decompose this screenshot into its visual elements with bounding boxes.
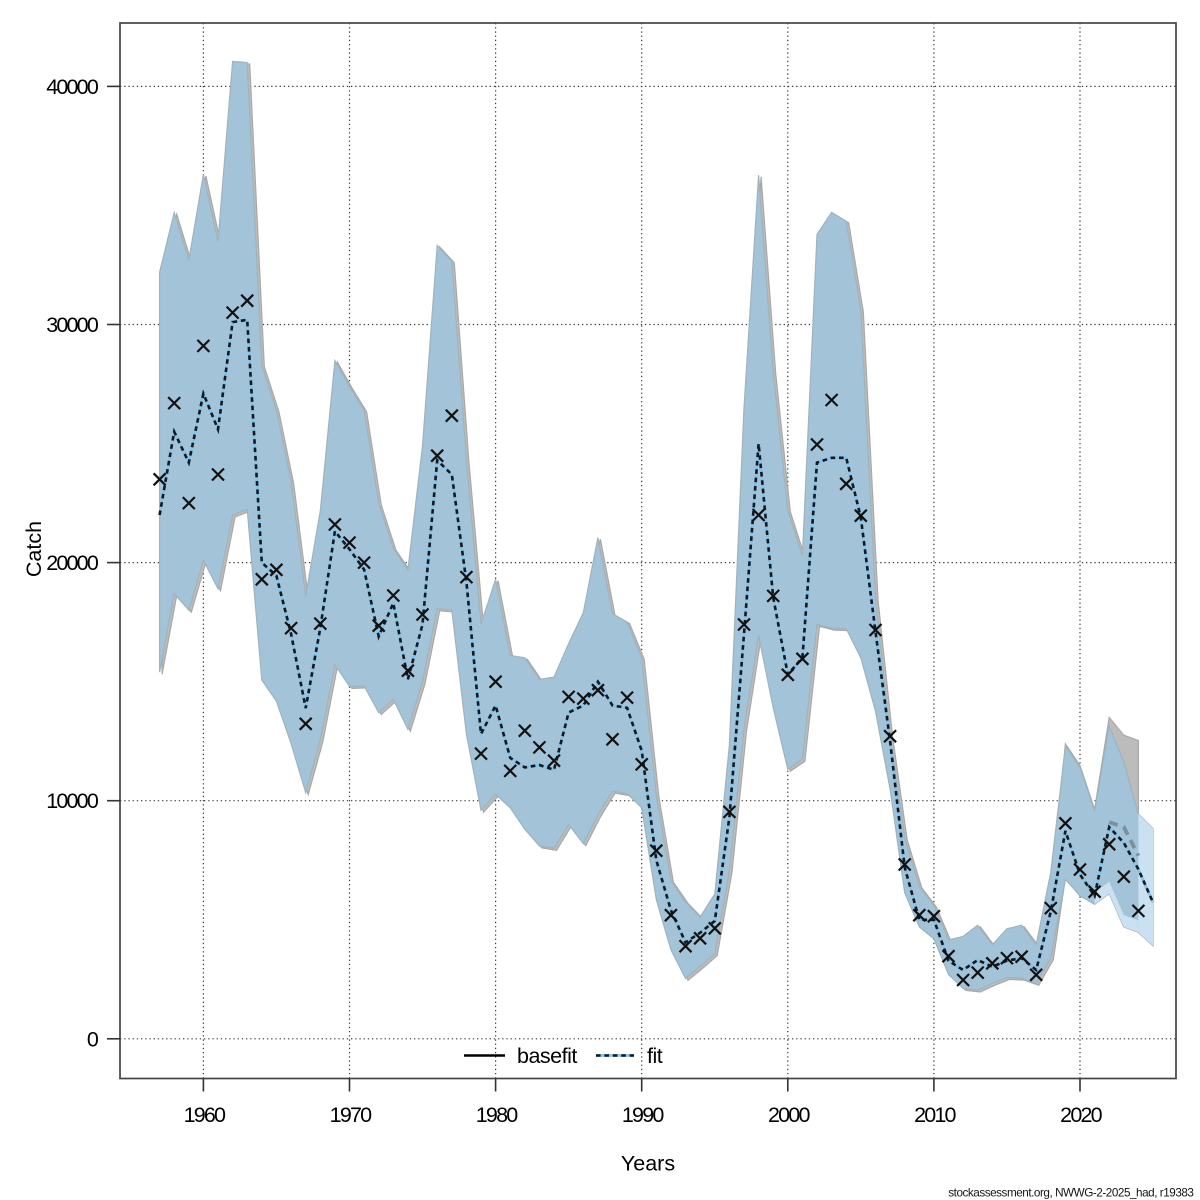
svg-text:2020: 2020 [1060,1103,1102,1127]
svg-text:40000: 40000 [46,75,99,99]
svg-text:2010: 2010 [914,1103,956,1127]
svg-text:1980: 1980 [476,1103,518,1127]
svg-text:fit: fit [647,1044,663,1068]
svg-text:1960: 1960 [184,1103,226,1127]
svg-text:1970: 1970 [330,1103,372,1127]
svg-text:1990: 1990 [622,1103,664,1127]
svg-text:stockassessment.org, NWWG-2-20: stockassessment.org, NWWG-2-2025_had, r1… [948,1187,1193,1200]
svg-text:10000: 10000 [46,789,99,813]
svg-text:Catch: Catch [22,521,46,577]
svg-text:20000: 20000 [46,551,99,575]
svg-text:30000: 30000 [46,313,99,337]
svg-text:basefit: basefit [517,1044,577,1068]
svg-text:2000: 2000 [768,1103,810,1127]
svg-text:Years: Years [621,1152,675,1176]
